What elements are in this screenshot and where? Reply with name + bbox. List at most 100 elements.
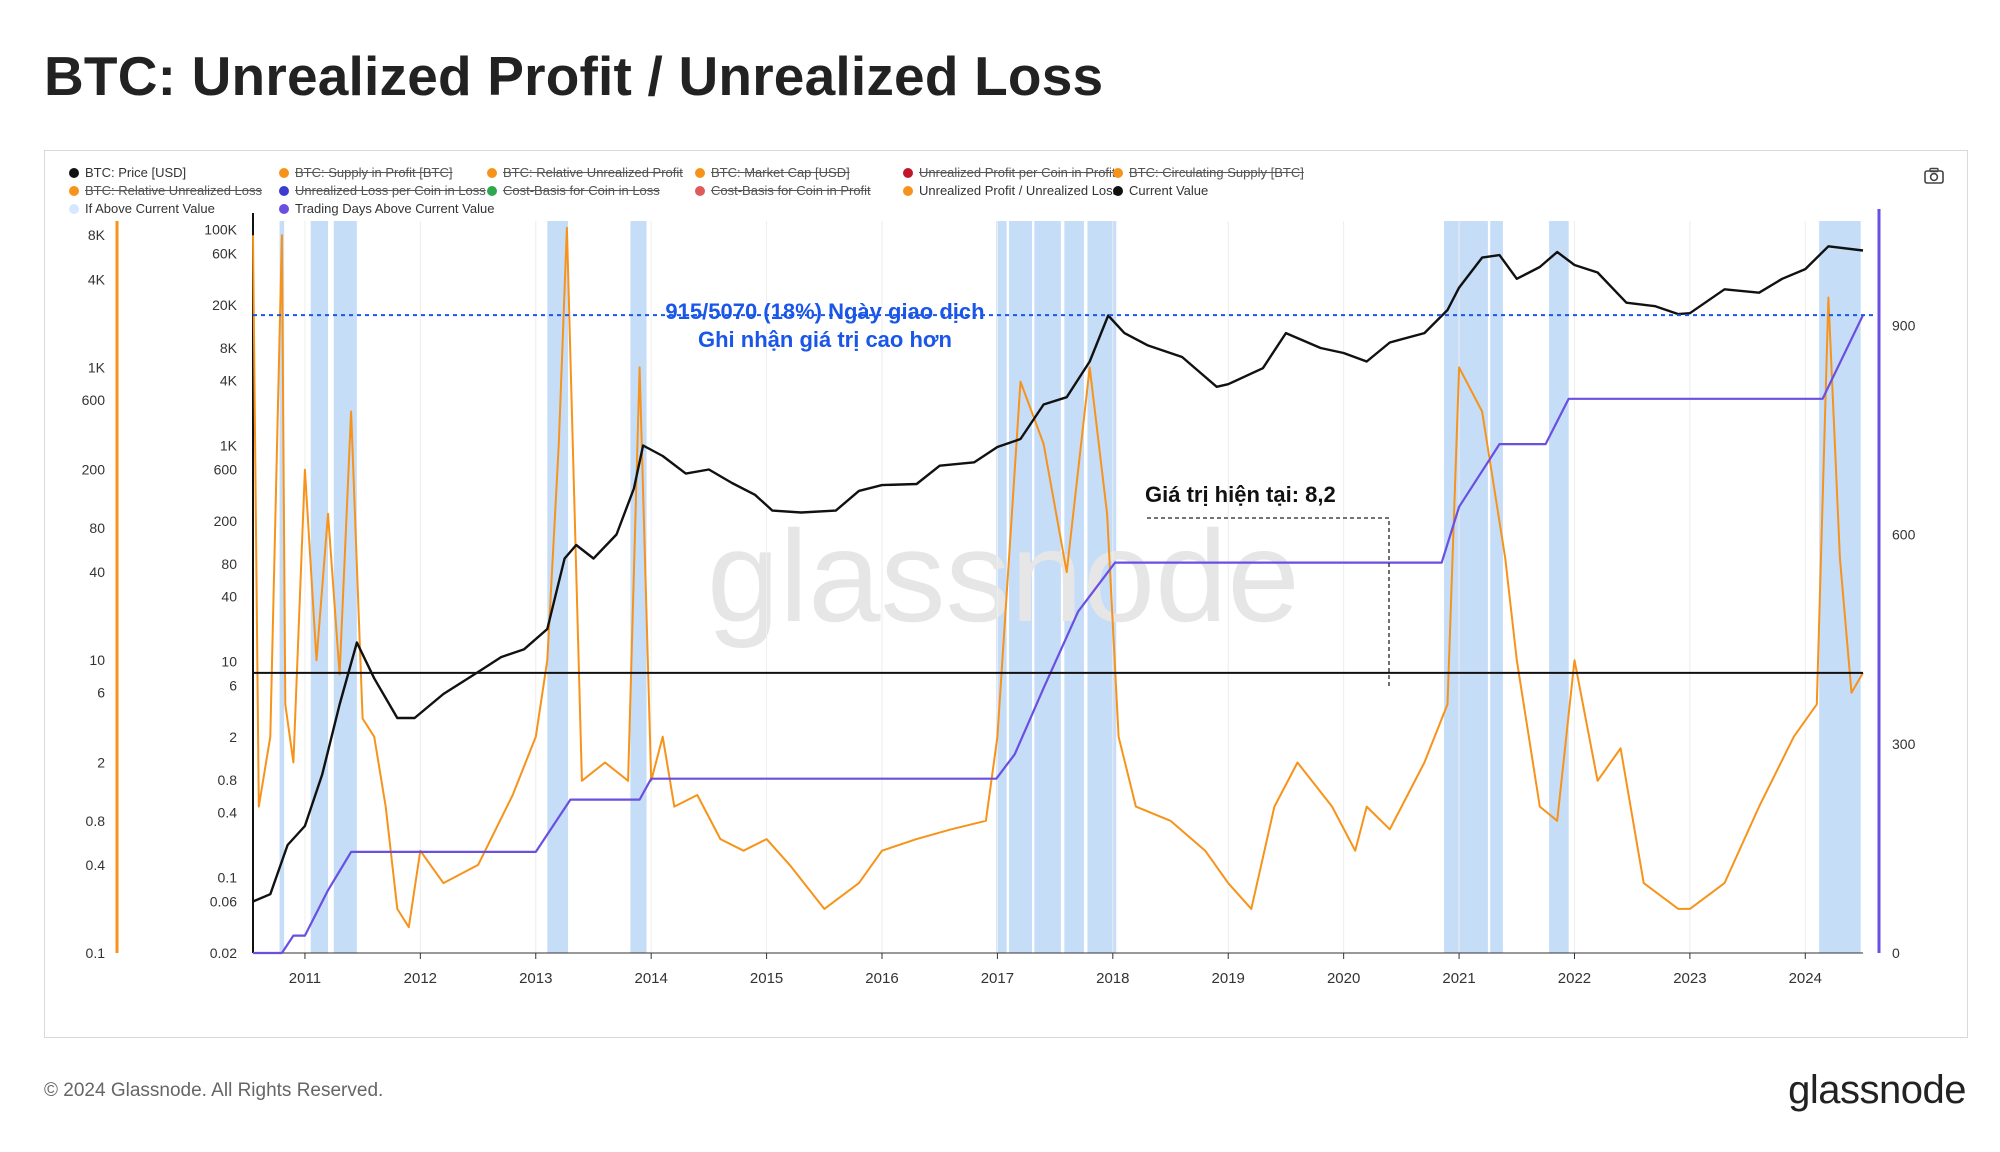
legend-dot bbox=[69, 167, 79, 178]
x-tick-label: 2015 bbox=[750, 970, 783, 987]
x-tick-label: 2014 bbox=[634, 970, 667, 987]
highlight-band bbox=[1490, 221, 1503, 953]
ratio-tick-label: 200 bbox=[82, 462, 106, 478]
legend-item[interactable]: Cost-Basis for Coin in Loss bbox=[487, 183, 660, 198]
legend-label: BTC: Supply in Profit [BTC] bbox=[295, 165, 453, 180]
x-tick-label: 2013 bbox=[519, 970, 552, 987]
legend-dot bbox=[1113, 167, 1123, 178]
legend: BTC: Price [USD] BTC: Supply in Profit [B… bbox=[69, 165, 1849, 235]
highlight-band bbox=[1819, 221, 1861, 953]
price-tick-label: 0.8 bbox=[218, 772, 238, 788]
ratio-tick-label: 8K bbox=[88, 227, 106, 243]
legend-dot bbox=[487, 185, 497, 196]
price-tick-label: 8K bbox=[220, 340, 238, 356]
x-tick-label: 2017 bbox=[981, 970, 1014, 987]
legend-dot bbox=[279, 185, 289, 196]
x-tick-label: 2023 bbox=[1673, 970, 1706, 987]
price-tick-label: 1K bbox=[220, 438, 238, 454]
series bbox=[252, 226, 1873, 955]
page-title: BTC: Unrealized Profit / Unrealized Loss bbox=[44, 45, 1104, 107]
price-tick-label: 4K bbox=[220, 373, 238, 389]
legend-item[interactable]: Unrealized Profit per Coin in Profit bbox=[903, 165, 1116, 180]
copyright: © 2024 Glassnode. All Rights Reserved. bbox=[44, 1080, 384, 1101]
legend-item[interactable]: BTC: Circulating Supply [BTC] bbox=[1113, 165, 1304, 180]
legend-label: If Above Current Value bbox=[85, 201, 215, 216]
price-tick-label: 80 bbox=[221, 556, 237, 572]
legend-item[interactable]: Unrealized Loss per Coin in Loss bbox=[279, 183, 486, 198]
current-value-leader bbox=[1147, 517, 1390, 686]
legend-label: Cost-Basis for Coin in Profit bbox=[711, 183, 871, 198]
axes: 2011 2012 2013 2014 2015 2016 2017 2018 2019 2020… bbox=[82, 209, 1916, 987]
price-tick-label: 200 bbox=[214, 513, 238, 529]
legend-dot bbox=[903, 185, 913, 196]
camera-icon[interactable] bbox=[1923, 165, 1945, 187]
x-tick-label: 2021 bbox=[1442, 970, 1475, 987]
price-tick-label: 0.1 bbox=[218, 870, 238, 886]
legend-dot bbox=[695, 167, 705, 178]
legend-label: Unrealized Profit per Coin in Profit bbox=[919, 165, 1116, 180]
x-tick-label: 2024 bbox=[1789, 970, 1822, 987]
ratio-annotation-line1: 915/5070 (18%) Ngày giao dịch bbox=[665, 299, 984, 324]
legend-item[interactable]: Unrealized Profit / Unrealized Loss bbox=[903, 183, 1119, 198]
x-tick-label: 2020 bbox=[1327, 970, 1360, 987]
price-tick-label: 0.4 bbox=[218, 804, 238, 820]
highlight-band bbox=[279, 221, 285, 953]
chart-area: glassnode 2011 2012 2013 2014 2015 2016 2017 20… bbox=[82, 209, 1916, 987]
ratio-tick-label: 0.1 bbox=[86, 945, 106, 961]
x-tick-label: 2012 bbox=[404, 970, 437, 987]
legend-item[interactable]: BTC: Supply in Profit [BTC] bbox=[279, 165, 453, 180]
legend-item[interactable]: Current Value bbox=[1113, 183, 1208, 198]
annotations: 915/5070 (18%) Ngày giao dịch Ghi nhận g… bbox=[665, 299, 1390, 686]
price-tick-label: 6 bbox=[229, 677, 237, 693]
highlight-band bbox=[630, 221, 647, 953]
legend-label: BTC: Market Cap [USD] bbox=[711, 165, 850, 180]
legend-item[interactable]: If Above Current Value bbox=[69, 201, 215, 216]
legend-item[interactable]: BTC: Price [USD] bbox=[69, 165, 186, 180]
legend-dot bbox=[69, 203, 79, 214]
x-tick-label: 2018 bbox=[1096, 970, 1129, 987]
legend-dot bbox=[69, 185, 79, 196]
legend-item[interactable]: BTC: Relative Unrealized Profit bbox=[487, 165, 683, 180]
price-tick-label: 600 bbox=[214, 461, 238, 477]
price-tick-label: 20K bbox=[212, 297, 238, 313]
ratio-tick-label: 40 bbox=[89, 564, 105, 580]
legend-label: BTC: Relative Unrealized Profit bbox=[503, 165, 683, 180]
ratio-tick-label: 2 bbox=[97, 755, 105, 771]
ratio-tick-label: 0.8 bbox=[86, 813, 106, 829]
ratio-tick-label: 4K bbox=[88, 271, 106, 287]
legend-label: Unrealized Loss per Coin in Loss bbox=[295, 183, 486, 198]
watermark: glassnode bbox=[707, 503, 1300, 649]
days-tick-label: 600 bbox=[1892, 527, 1916, 543]
days-tick-label: 0 bbox=[1892, 945, 1900, 961]
x-tick-label: 2019 bbox=[1212, 970, 1245, 987]
legend-item[interactable]: BTC: Market Cap [USD] bbox=[695, 165, 850, 180]
price-tick-label: 0.06 bbox=[210, 893, 237, 909]
highlight-band bbox=[333, 221, 357, 953]
legend-dot bbox=[695, 185, 705, 196]
price-tick-label: 0.02 bbox=[210, 945, 237, 961]
ratio-annotation-line2: Ghi nhận giá trị cao hơn bbox=[698, 327, 952, 352]
price-tick-label: 40 bbox=[221, 589, 237, 605]
legend-item[interactable]: Trading Days Above Current Value bbox=[279, 201, 494, 216]
price-tick-label: 100K bbox=[204, 222, 237, 238]
ratio-tick-label: 1K bbox=[88, 359, 106, 375]
legend-label: Current Value bbox=[1129, 183, 1209, 198]
legend-label: Trading Days Above Current Value bbox=[295, 201, 495, 216]
highlight-band bbox=[1064, 221, 1084, 953]
ratio-tick-label: 10 bbox=[89, 652, 105, 668]
trading-days-line bbox=[253, 314, 1864, 955]
legend-label: BTC: Relative Unrealized Loss bbox=[85, 183, 263, 198]
legend-item[interactable]: BTC: Relative Unrealized Loss bbox=[69, 183, 262, 198]
current-value-annotation: Giá trị hiện tại: 8,2 bbox=[1145, 482, 1336, 507]
x-tick-label: 2022 bbox=[1558, 970, 1591, 987]
ratio-tick-label: 600 bbox=[82, 392, 106, 408]
price-tick-label: 2 bbox=[229, 729, 237, 745]
legend-label: BTC: Circulating Supply [BTC] bbox=[1129, 165, 1304, 180]
x-tick-label: 2011 bbox=[289, 970, 321, 987]
grid bbox=[304, 221, 1806, 953]
legend-item[interactable]: Cost-Basis for Coin in Profit bbox=[695, 183, 871, 198]
chart-panel: BTC: Price [USD] BTC: Supply in Profit [B… bbox=[44, 150, 1968, 1038]
highlight-band bbox=[1034, 221, 1061, 953]
legend-dot bbox=[1113, 185, 1123, 196]
glassnode-logo[interactable]: glassnode bbox=[1788, 1068, 1966, 1112]
